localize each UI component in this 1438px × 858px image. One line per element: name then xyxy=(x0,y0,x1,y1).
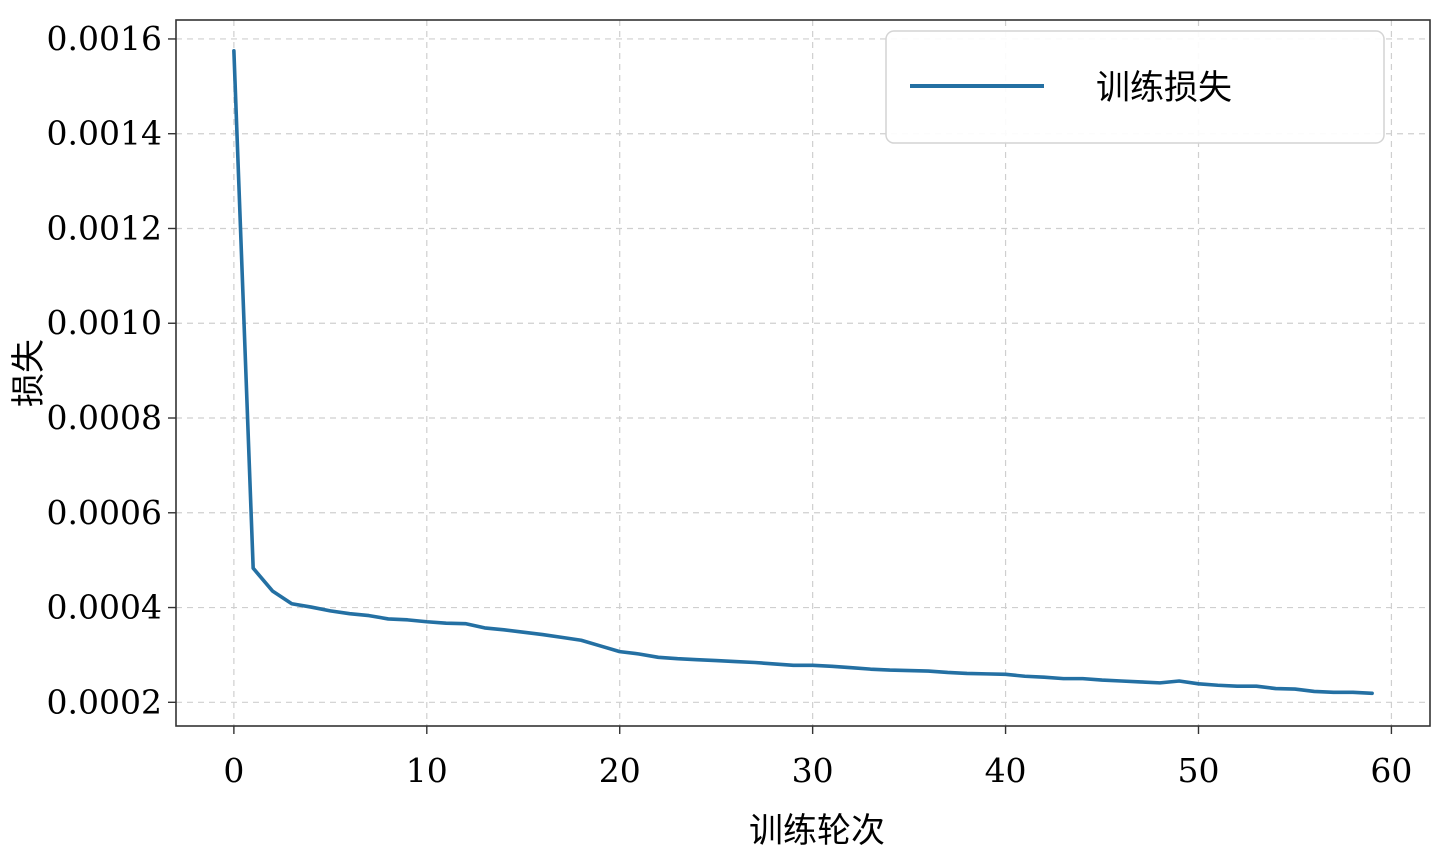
legend: 训练损失 xyxy=(886,31,1384,143)
y-tick-label: 0.0002 xyxy=(47,682,162,721)
x-tick-label: 30 xyxy=(792,751,834,790)
y-tick-label: 0.0016 xyxy=(47,19,162,58)
x-tick-label: 10 xyxy=(406,751,448,790)
x-tick-label: 50 xyxy=(1177,751,1219,790)
y-tick-label: 0.0012 xyxy=(47,208,162,247)
y-axis-label: 损失 xyxy=(9,339,49,407)
y-tick-label: 0.0006 xyxy=(47,493,162,532)
y-tick-label: 0.0004 xyxy=(47,588,162,627)
y-tick-label: 0.0008 xyxy=(47,398,162,437)
x-tick-label: 60 xyxy=(1370,751,1412,790)
legend-series-label: 训练损失 xyxy=(1096,68,1232,108)
x-axis-label: 训练轮次 xyxy=(749,811,885,851)
x-tick-label: 40 xyxy=(985,751,1027,790)
x-tick-label: 0 xyxy=(223,751,244,790)
y-tick-label: 0.0014 xyxy=(47,114,162,153)
y-tick-label: 0.0010 xyxy=(47,303,162,342)
x-tick-label: 20 xyxy=(599,751,641,790)
